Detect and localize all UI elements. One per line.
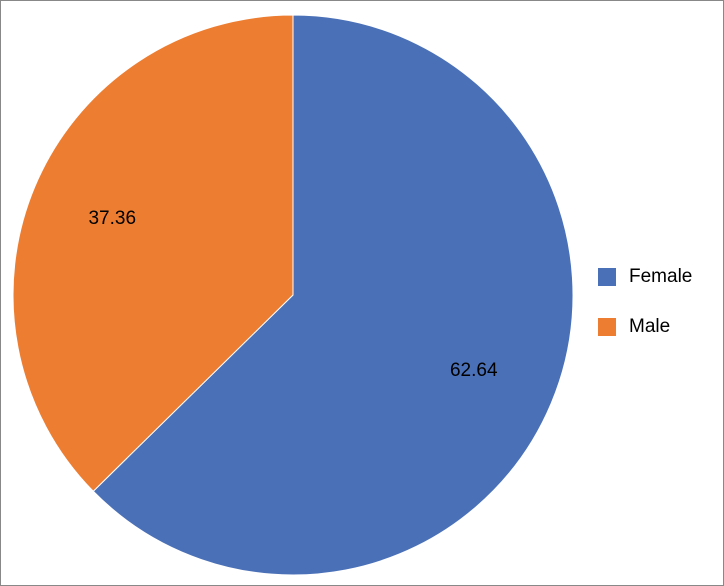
legend-label: Female <box>629 266 692 287</box>
legend-label: Male <box>629 316 670 337</box>
legend-swatch <box>598 268 616 286</box>
pie-slice <box>92 14 574 576</box>
data-label: 37.36 <box>88 208 136 229</box>
data-label: 62.64 <box>450 360 498 381</box>
legend-swatch <box>598 318 616 336</box>
pie-slice <box>12 14 294 492</box>
